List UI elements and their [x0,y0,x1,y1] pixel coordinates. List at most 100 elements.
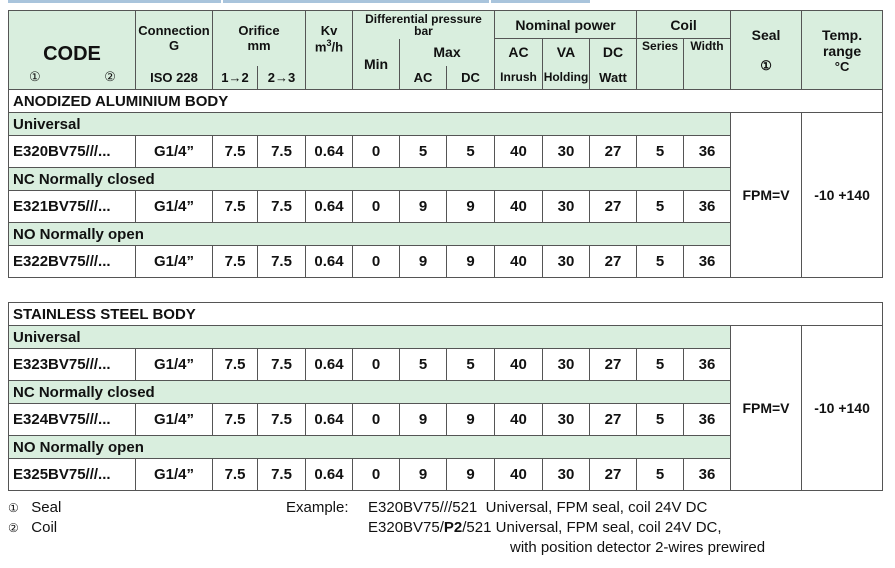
value-cell: 27 [589,245,638,278]
value-cell: 36 [683,458,731,491]
value-cell: 7.5 [257,245,306,278]
value-cell: 9 [399,403,447,436]
header-max-ac: AC [399,65,447,90]
value-cell: 40 [494,190,544,223]
value-cell: 27 [589,348,637,381]
value-cell: 0.64 [305,135,353,168]
example-label: Example: [286,499,349,516]
value-cell: 0.64 [305,190,353,223]
header-nominal-power: Nominal power [494,10,638,39]
value-cell: 0 [352,190,400,223]
value-cell: 5 [636,403,684,436]
value-cell: 0 [352,348,400,381]
group-label: Universal [8,325,731,349]
value-cell: 40 [494,348,543,381]
header-coil-series: Series [636,38,685,90]
value-cell: 30 [542,245,591,278]
value-cell: 9 [446,403,495,436]
header-kv-blank [305,65,353,90]
seal-value: FPM=V [730,112,803,278]
table-aluminium: CODE Connection G Orifice mm Kv m3/h Differ… [7,10,884,278]
value-cell: 5 [636,135,685,168]
value-cell: 7.5 [257,403,306,436]
section-title: STAINLESS STEEL BODY [7,302,884,326]
value-cell: 27 [589,190,638,223]
header-min: Min [352,38,400,90]
value-cell: G1/4” [135,245,213,278]
value-cell: 30 [542,190,591,223]
header-orifice-23: 2→3 [257,65,306,90]
header-np-holding: Holding [542,65,591,90]
header-orifice-12: 1→2 [212,65,258,90]
value-cell: G1/4” [135,403,213,436]
value-cell: 5 [636,458,684,491]
header-seal: Seal ① [730,10,803,90]
section-title: ANODIZED ALUMINIUM BODY [7,89,884,113]
value-cell: 7.5 [212,245,258,278]
value-cell: 9 [445,190,496,223]
top-bar [8,0,221,3]
group-label: NC Normally closed [7,167,732,191]
footnote-seal: ① Seal [8,499,62,516]
header-kv: Kv m3/h [305,10,353,66]
header-max-dc: DC [445,65,496,90]
table-row: E321BV75///... G1/4” 7.5 7.5 0.64 0 9 9 40 30 27 5 3… [8,190,883,223]
header-connection: Connection G [135,10,213,66]
value-cell: 5 [446,348,495,381]
seal-value: FPM=V [730,325,802,491]
code-cell: E320BV75///... [8,135,136,168]
value-cell: 36 [683,135,732,168]
value-cell: 30 [542,403,590,436]
top-bar [491,0,590,3]
value-cell: 7.5 [212,348,258,381]
value-cell: 9 [445,245,496,278]
code-cell: E321BV75///... [8,190,136,223]
value-cell: 40 [494,135,544,168]
value-cell: 5 [636,245,685,278]
header-orifice: Orifice mm [212,10,306,66]
value-cell: G1/4” [135,458,213,491]
value-cell: 0.64 [305,458,353,491]
value-cell: 7.5 [212,135,258,168]
code-cell: E322BV75///... [8,245,136,278]
value-cell: 0.64 [305,403,353,436]
header-np-inrush: Inrush [494,65,544,90]
code-cell: E323BV75///... [8,348,136,381]
table-row: E322BV75///... G1/4” 7.5 7.5 0.64 0 9 9 40 30 27 5 3… [8,245,883,278]
value-cell: 9 [399,190,447,223]
example-2: E320BV75/P2/521 Universal, FPM seal, coi… [368,519,722,536]
value-cell: 40 [494,403,543,436]
value-cell: 0 [352,135,400,168]
header-coil: Coil [636,10,732,39]
value-cell: 36 [683,348,731,381]
value-cell: 5 [399,135,447,168]
value-cell: 30 [542,458,590,491]
table-row: E325BV75///... G1/4” 7.5 7.5 0.64 0 9 9 40 30 27 5 3… [8,458,883,491]
value-cell: G1/4” [135,348,213,381]
value-cell: 27 [589,403,637,436]
value-cell: 36 [683,245,732,278]
value-cell: 0 [352,245,400,278]
value-cell: 27 [589,458,637,491]
value-cell: 9 [446,458,495,491]
value-cell: 7.5 [257,348,306,381]
header-diff-pressure: Differential pressure bar [351,10,496,39]
temp-value: -10 +140 [801,112,884,278]
value-cell: 36 [683,190,732,223]
group-label: NO Normally open [7,222,732,246]
value-cell: 27 [589,135,638,168]
value-cell: 9 [399,458,447,491]
header-np-dc: DC [589,38,638,66]
value-cell: 5 [399,348,447,381]
value-cell: 40 [494,245,544,278]
value-cell: 5 [445,135,496,168]
value-cell: 0 [352,458,400,491]
footnote-coil: ② Coil [8,519,58,536]
header-coil-width: Width [683,38,732,90]
header-connection-std: ISO 228 [135,65,213,90]
value-cell: 7.5 [257,135,306,168]
example-1: E320BV75///521 Universal, FPM seal, coil… [368,499,708,516]
header-np-ac: AC [494,38,544,66]
header-np-va: VA [542,38,591,66]
value-cell: 0.64 [305,348,353,381]
